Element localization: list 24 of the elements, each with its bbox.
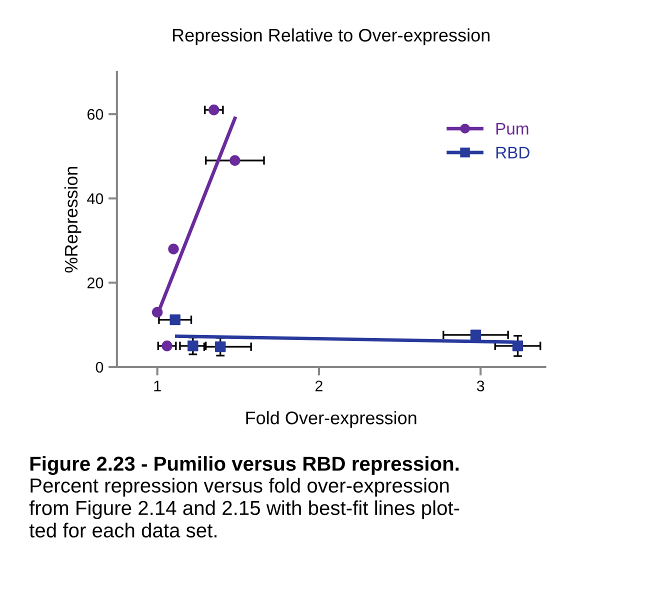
chart-title: Repression Relative to Over-expression [173,28,490,46]
x-tick-label: 1 [154,380,161,392]
point [170,314,180,326]
legend-label: RBD [496,146,530,158]
point [188,340,198,352]
point [152,306,163,318]
caption: Figure 2.23 - Pumilio versus RBD repression. [30,456,459,475]
point [168,244,179,254]
point [215,341,226,352]
y-tick-label: 0 [96,362,104,373]
point [230,155,240,166]
x-tick-label: 3 [476,380,484,392]
x-axis-title: Fold Over-expression [246,411,416,428]
point [208,104,220,116]
legend-label: Pum [496,122,528,135]
point [162,340,172,352]
point [470,330,482,340]
point [512,340,524,352]
y-tick-label: 60 [88,108,104,120]
y-axis-title: %Repression [64,166,82,273]
y-tick-label: 20 [88,278,104,288]
y-tick-label: 40 [87,193,104,204]
x-tick-label: 2 [315,380,322,392]
text: Percent repression versus fold over-expression from Figure 2.14 and 2.15 with best-fit lines plot- ted for each data set. [29,478,460,538]
